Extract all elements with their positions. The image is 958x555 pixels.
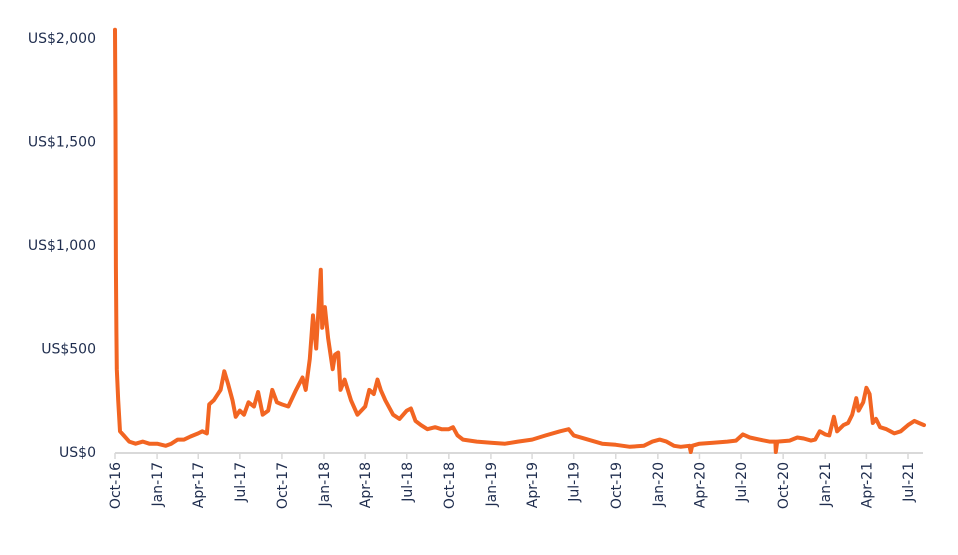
x-tick-label: Jul-18 bbox=[400, 462, 416, 503]
y-tick-label: US$0 bbox=[59, 445, 96, 461]
x-tick-label: Jan-17 bbox=[150, 462, 166, 507]
x-tick-label: Apr-19 bbox=[525, 462, 541, 508]
series-line-0 bbox=[115, 30, 924, 452]
x-tick-label: Apr-18 bbox=[358, 462, 374, 508]
y-axis: US$0 US$500 US$1,000 US$1,500 US$2,000 bbox=[28, 31, 96, 461]
x-tick-label: Apr-20 bbox=[692, 462, 708, 508]
y-tick-label: US$2,000 bbox=[28, 31, 96, 47]
x-tick-label: Oct-17 bbox=[275, 462, 291, 509]
y-tick-label: US$1,500 bbox=[28, 135, 96, 151]
plot-area bbox=[115, 30, 924, 453]
x-tick-label: Oct-20 bbox=[776, 462, 792, 509]
x-tick-label: Jul-19 bbox=[567, 462, 583, 503]
x-tick-label: Jan-19 bbox=[484, 462, 500, 507]
y-tick-label: US$1,000 bbox=[28, 238, 96, 254]
x-tick-label: Oct-18 bbox=[442, 462, 458, 509]
x-tick-label: Jan-20 bbox=[651, 462, 667, 507]
y-tick-label: US$500 bbox=[41, 342, 96, 358]
x-tick-label: Apr-21 bbox=[859, 462, 875, 508]
x-tick-label: Jul-21 bbox=[901, 462, 917, 503]
x-tick-label: Jul-20 bbox=[734, 462, 750, 503]
x-tick-label: Apr-17 bbox=[191, 462, 207, 508]
x-tick-label: Jan-21 bbox=[818, 462, 834, 507]
x-axis: Oct-16 Jan-17 Apr-17 Jul-17 Oct-17 Jan-18 Apr-… bbox=[108, 453, 923, 509]
x-tick-label: Oct-16 bbox=[108, 462, 124, 509]
x-tick-label: Oct-19 bbox=[609, 462, 625, 509]
x-tick-label: Jul-17 bbox=[233, 462, 249, 503]
x-tick-label: Jan-18 bbox=[317, 462, 333, 507]
